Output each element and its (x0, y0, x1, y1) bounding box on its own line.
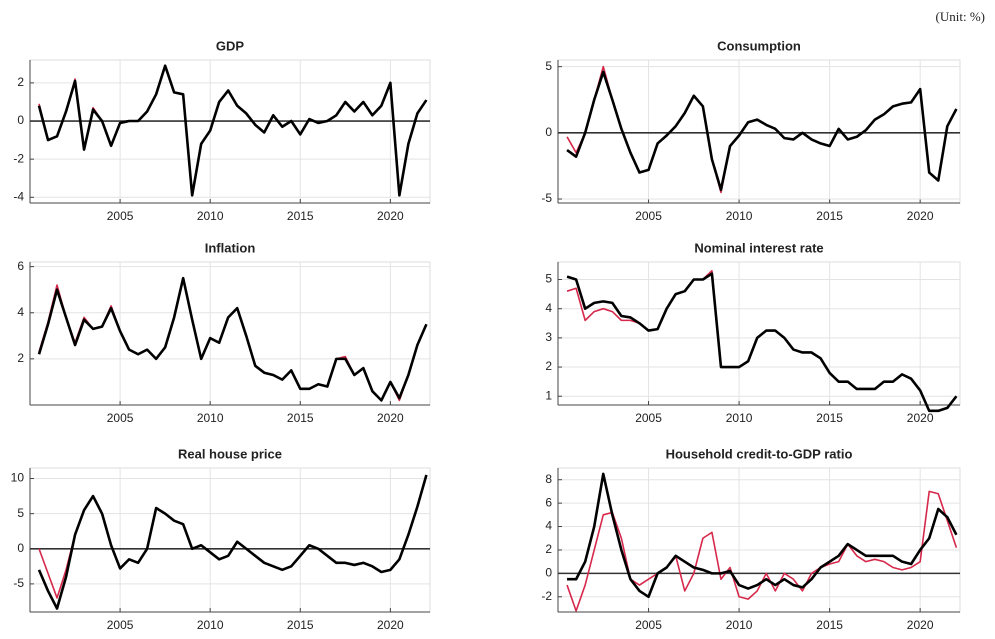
series-line (37, 276, 428, 402)
series-line (566, 65, 958, 194)
x-tick-label: 2015 (287, 618, 314, 632)
y-tick-label: 0 (545, 566, 552, 580)
y-tick-label: -2 (541, 589, 552, 603)
y-tick-label: 0 (17, 541, 24, 555)
series-line (567, 472, 958, 599)
plot-frame (29, 59, 431, 204)
series-line (37, 64, 428, 197)
x-tick-label: 2010 (726, 618, 753, 632)
y-tick-label: 4 (545, 301, 552, 315)
plot-frame (557, 59, 961, 204)
series-line (566, 269, 958, 412)
x-tick-label: 2015 (816, 209, 843, 223)
chart-title: Nominal interest rate (694, 240, 823, 255)
x-tick-label: 2015 (287, 209, 314, 223)
x-tick-label: 2005 (635, 411, 662, 425)
y-tick-label: 5 (545, 272, 552, 286)
x-tick-label: 2010 (197, 411, 224, 425)
y-tick-label: 4 (545, 519, 552, 533)
chart-title: Real house price (178, 446, 282, 461)
y-tick-label: -4 (13, 189, 24, 203)
series-line (566, 70, 958, 192)
y-tick-label: 3 (545, 330, 552, 344)
plot-frame (29, 467, 431, 613)
x-tick-label: 2010 (726, 209, 753, 223)
x-tick-label: 2005 (635, 618, 662, 632)
series-line (566, 272, 958, 413)
series-line (38, 474, 428, 599)
x-tick-label: 2015 (816, 411, 843, 425)
y-tick-label: -5 (541, 191, 552, 205)
x-tick-label: 2005 (107, 618, 134, 632)
x-tick-label: 2005 (635, 209, 662, 223)
series-line (38, 64, 428, 197)
y-tick-label: 2 (17, 75, 24, 89)
y-tick-label: -5 (13, 576, 24, 590)
x-tick-label: 2010 (197, 209, 224, 223)
x-tick-label: 2005 (107, 209, 134, 223)
x-tick-label: 2020 (377, 411, 404, 425)
chart-title: Consumption (717, 38, 801, 53)
x-tick-label: 2020 (907, 411, 934, 425)
x-tick-label: 2020 (377, 618, 404, 632)
x-tick-label: 2010 (726, 411, 753, 425)
plot-frame (557, 261, 961, 406)
y-tick-label: 6 (17, 259, 24, 273)
y-tick-label: 0 (545, 125, 552, 139)
x-tick-label: 2020 (907, 209, 934, 223)
x-tick-label: 2015 (816, 618, 843, 632)
x-tick-label: 2020 (377, 209, 404, 223)
y-tick-label: 2 (17, 351, 24, 365)
y-tick-label: -2 (13, 151, 24, 165)
x-tick-label: 2010 (197, 618, 224, 632)
chart-title: Inflation (205, 240, 256, 255)
y-tick-label: 4 (17, 305, 24, 319)
series-line (566, 490, 958, 612)
x-tick-label: 2015 (287, 411, 314, 425)
chart-title: Household credit-to-GDP ratio (666, 446, 853, 461)
y-tick-label: 2 (545, 359, 552, 373)
chart-title: GDP (216, 38, 245, 53)
y-tick-label: 5 (545, 59, 552, 73)
y-tick-label: 5 (17, 506, 24, 520)
y-tick-label: 1 (545, 388, 552, 402)
y-tick-label: 10 (11, 471, 25, 485)
x-tick-label: 2020 (907, 618, 934, 632)
x-tick-label: 2005 (107, 411, 134, 425)
y-tick-label: 6 (545, 495, 552, 509)
y-tick-label: 0 (17, 113, 24, 127)
series-line (37, 474, 428, 610)
y-tick-label: 2 (545, 542, 552, 556)
y-tick-label: 8 (545, 472, 552, 486)
unit-note: (Unit: %) (936, 9, 985, 24)
